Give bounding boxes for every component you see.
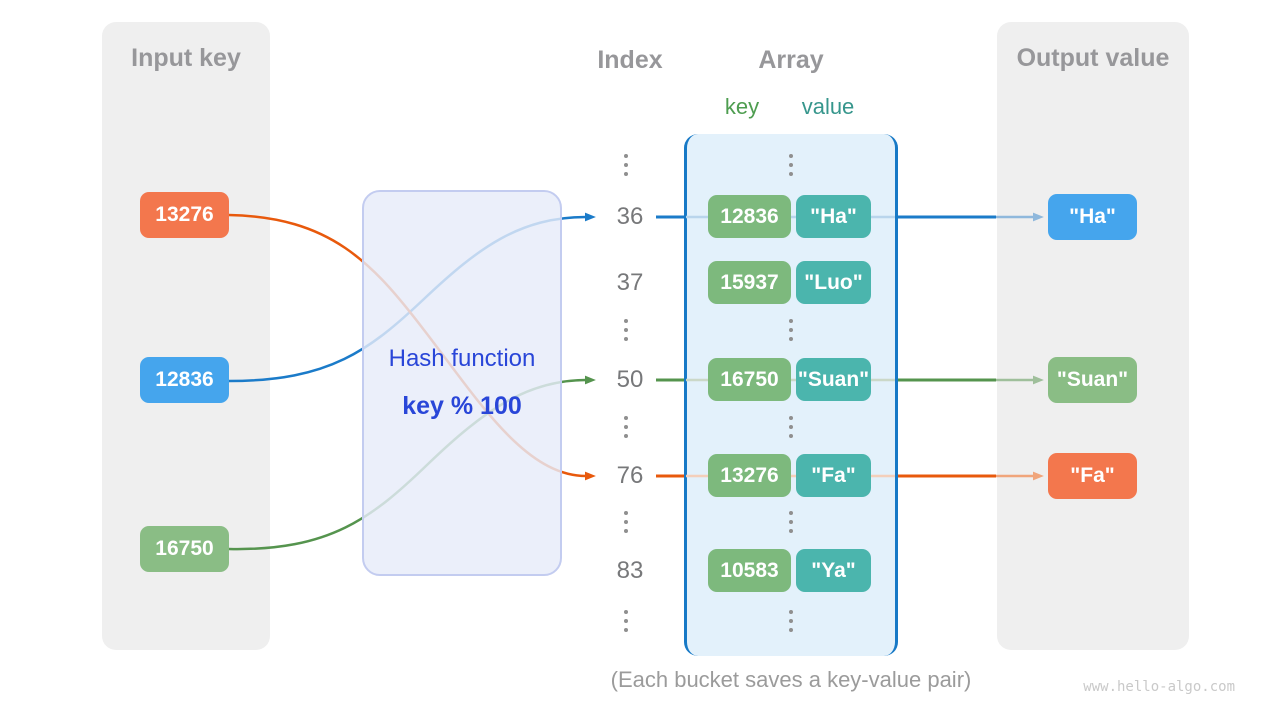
input-key-12836: 12836 <box>140 357 229 403</box>
bucket-value: "Luo" <box>796 261 871 304</box>
index-36: 36 <box>616 203 644 230</box>
bucket-value: "Ha" <box>796 195 871 238</box>
ellipsis-icon <box>789 511 793 533</box>
ellipsis-icon <box>624 319 628 341</box>
index-header: Index <box>597 46 663 74</box>
bucket-value: "Fa" <box>796 454 871 497</box>
hash-function-formula: key % 100 <box>402 392 522 420</box>
input-key-13276: 13276 <box>140 192 229 238</box>
value-column-label: value <box>801 94 855 119</box>
index-37: 37 <box>616 269 644 296</box>
bucket-value: "Suan" <box>796 358 871 401</box>
array-header: Array <box>758 46 824 74</box>
bucket-key: 10583 <box>708 549 791 592</box>
bucket-row: 15937 "Luo" <box>703 256 876 309</box>
bucket-value: "Ya" <box>796 549 871 592</box>
ellipsis-icon <box>789 416 793 438</box>
bucket-key: 12836 <box>708 195 791 238</box>
index-76: 76 <box>616 462 644 489</box>
ellipsis-icon <box>624 511 628 533</box>
output-value-title: Output value <box>1016 44 1170 72</box>
ellipsis-icon <box>789 154 793 176</box>
input-key-title: Input key <box>131 44 241 72</box>
output-value-fa: "Fa" <box>1048 453 1137 499</box>
hash-function-box: Hash function key % 100 <box>362 190 562 576</box>
output-value-panel <box>997 22 1189 650</box>
ellipsis-icon <box>624 416 628 438</box>
input-key-16750: 16750 <box>140 526 229 572</box>
bucket-key: 16750 <box>708 358 791 401</box>
ellipsis-icon <box>789 610 793 632</box>
output-value-suan: "Suan" <box>1048 357 1137 403</box>
bucket-key: 13276 <box>708 454 791 497</box>
ellipsis-icon <box>624 154 628 176</box>
diagram-caption: (Each bucket saves a key-value pair) <box>610 667 972 692</box>
output-value-ha: "Ha" <box>1048 194 1137 240</box>
key-column-label: key <box>724 94 760 119</box>
index-50: 50 <box>616 366 644 393</box>
watermark: www.hello-algo.com <box>1083 679 1235 695</box>
index-83: 83 <box>616 557 644 584</box>
hash-function-label: Hash function <box>388 345 536 372</box>
bucket-key: 15937 <box>708 261 791 304</box>
ellipsis-icon <box>789 319 793 341</box>
ellipsis-icon <box>624 610 628 632</box>
